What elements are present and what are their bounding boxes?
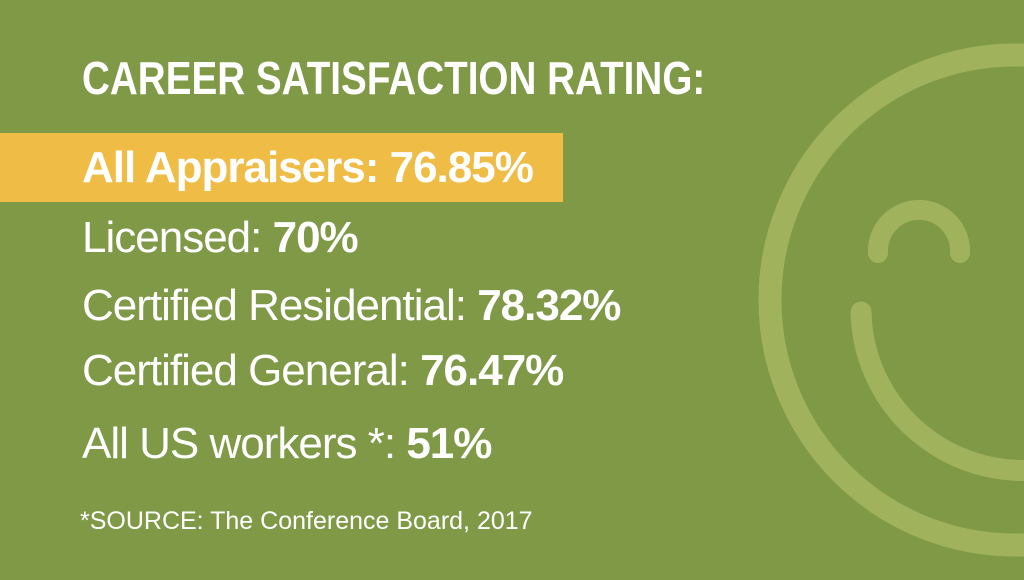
highlight-row: All Appraisers: 76.85% bbox=[82, 142, 534, 193]
row-value: 76.47% bbox=[420, 346, 564, 395]
stat-row-certified-general: Certified General: 76.47% bbox=[82, 346, 564, 396]
row-label: Certified General: bbox=[82, 346, 410, 395]
stat-row-licensed: Licensed: 70% bbox=[82, 213, 359, 263]
highlight-value: 76.85% bbox=[389, 142, 534, 192]
row-label: All US workers *: bbox=[82, 419, 396, 468]
stat-row-certified-residential: Certified Residential: 78.32% bbox=[82, 281, 621, 331]
row-value: 78.32% bbox=[477, 281, 621, 330]
row-label: Licensed: bbox=[82, 213, 262, 262]
row-label: Certified Residential: bbox=[82, 281, 467, 330]
stat-row-all-us-workers: All US workers *: 51% bbox=[82, 419, 492, 469]
smiley-eye-icon bbox=[867, 200, 971, 263]
page-title: CAREER SATISFACTION RATING: bbox=[82, 52, 706, 104]
highlight-label: All Appraisers: bbox=[82, 142, 379, 192]
source-note: *SOURCE: The Conference Board, 2017 bbox=[80, 507, 533, 535]
highlight-bar: All Appraisers: 76.85% bbox=[0, 133, 563, 202]
row-value: 70% bbox=[272, 213, 359, 262]
row-value: 51% bbox=[406, 419, 492, 468]
smiley-mouth-icon bbox=[850, 301, 1024, 481]
smiley-face-outline-circle bbox=[758, 43, 1024, 557]
